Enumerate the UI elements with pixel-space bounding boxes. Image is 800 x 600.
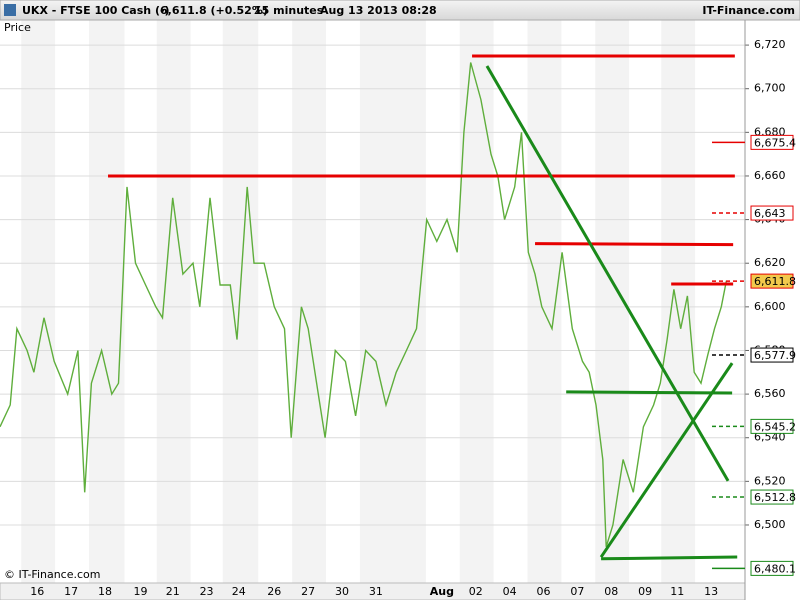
x-tick-label: 13 (704, 585, 718, 598)
x-tick-label: 26 (267, 585, 281, 598)
day-stripe (156, 20, 191, 583)
y-tick-label: 6,520 (754, 474, 786, 487)
price-line (0, 62, 728, 548)
x-tick-label: 06 (537, 585, 551, 598)
level-label: 6,545.2 (754, 420, 796, 433)
day-stripe (459, 20, 494, 583)
x-tick-label: 30 (335, 585, 349, 598)
interval: 15 minutes (254, 4, 324, 17)
day-stripe (292, 20, 327, 583)
x-tick-label: 18 (98, 585, 112, 598)
level-label: 6,675.4 (754, 136, 796, 149)
level-label: 6,480.1 (754, 562, 796, 575)
y-tick-label: 6,720 (754, 38, 786, 51)
copyright: © IT-Finance.com (4, 568, 101, 581)
level-label: 6,512.8 (754, 491, 796, 504)
header-icon (4, 4, 16, 16)
x-tick-label: 19 (134, 585, 148, 598)
level-label: 6,611.8 (754, 275, 796, 288)
level-label: 6,577.9 (754, 349, 796, 362)
symbol: UKX - FTSE 100 Cash (-) (22, 4, 170, 17)
level-box (750, 205, 794, 221)
day-stripe (21, 20, 56, 583)
x-tick-label: 21 (166, 585, 180, 598)
level-box (750, 418, 794, 434)
x-tick-label: 04 (503, 585, 517, 598)
level-box (750, 560, 794, 576)
day-stripe (359, 20, 426, 583)
x-tick-label: 27 (301, 585, 315, 598)
y-tick-label: 6,620 (754, 256, 786, 269)
x-tick-label: Aug (430, 585, 454, 598)
y-tick-label: 6,700 (754, 82, 786, 95)
level-box (750, 347, 794, 363)
x-tick-label: 11 (670, 585, 684, 598)
x-tick-label: 16 (30, 585, 44, 598)
header-bar (0, 0, 800, 21)
level-box (750, 273, 794, 289)
x-tick-label: 09 (638, 585, 652, 598)
day-stripe (661, 20, 696, 583)
trend-line (599, 362, 734, 558)
brand: IT-Finance.com (702, 4, 795, 17)
x-tick-label: 31 (369, 585, 383, 598)
trend-line (566, 390, 733, 395)
x-tick-label: 23 (200, 585, 214, 598)
last-price: 6,611.8 (+0.52%) (160, 4, 268, 17)
datetime: Aug 13 2013 08:28 (320, 4, 437, 17)
level-box (750, 489, 794, 505)
y-tick-label: 6,560 (754, 387, 786, 400)
level-label: 6,643 (754, 207, 786, 220)
x-tick-label: 24 (232, 585, 246, 598)
day-stripe (88, 20, 125, 583)
x-tick-label: 08 (604, 585, 618, 598)
trend-line (535, 242, 734, 247)
x-tick-label: 02 (469, 585, 483, 598)
x-tick-label: 07 (570, 585, 584, 598)
panel-label: Price (4, 21, 31, 34)
y-tick-label: 6,600 (754, 300, 786, 313)
day-stripe (222, 20, 259, 583)
trend-line (601, 555, 738, 561)
y-tick-label: 6,660 (754, 169, 786, 182)
x-tick-label: 17 (64, 585, 78, 598)
y-tick-label: 6,500 (754, 518, 786, 531)
level-box (750, 134, 794, 150)
trend-line (485, 65, 730, 482)
y-tick-label: 6,540 (754, 431, 786, 444)
